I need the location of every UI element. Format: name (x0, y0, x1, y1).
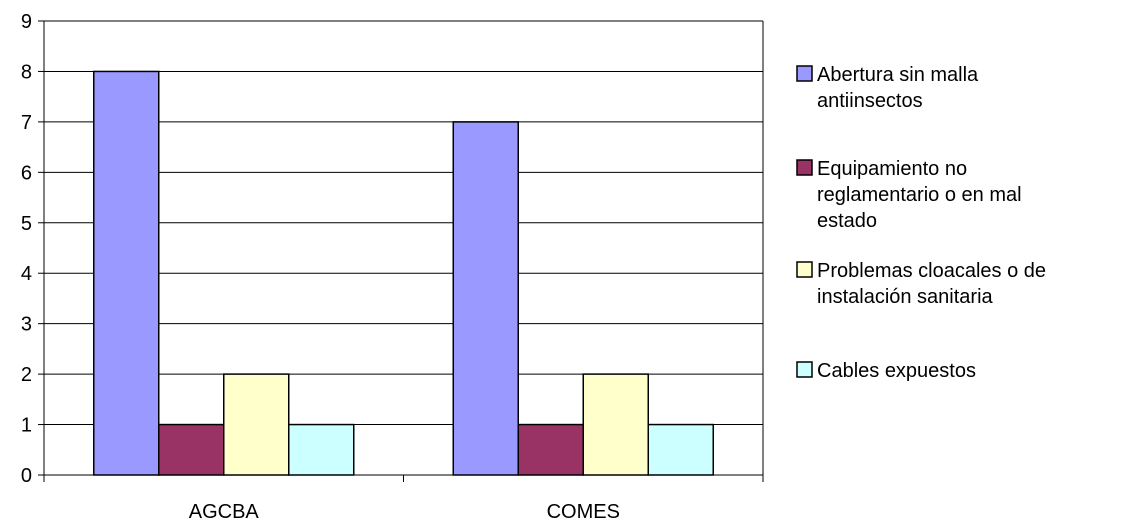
x-axis-categories: AGCBA COMES (189, 501, 620, 523)
y-tick-label: 8 (21, 61, 32, 83)
y-tick-label: 1 (21, 415, 32, 437)
legend-label: estado (817, 210, 877, 232)
y-tick-label: 7 (21, 112, 32, 134)
legend-swatch (796, 65, 813, 82)
x-category-label: AGCBA (189, 501, 260, 523)
bars (93, 70, 714, 476)
legend-label: antiinsectos (817, 90, 923, 112)
bar (223, 373, 290, 476)
bar (93, 70, 160, 476)
legend-label: instalación sanitaria (817, 286, 994, 308)
y-tick-label: 9 (21, 11, 32, 33)
gridlines (44, 20, 763, 426)
bar (582, 373, 649, 476)
legend: Abertura sin malla antiinsectos Equipamien… (796, 64, 1046, 382)
legend-label: Cables expuestos (817, 360, 976, 382)
legend-swatch (796, 361, 813, 378)
legend-label: reglamentario o en mal (817, 184, 1022, 206)
bar (517, 423, 584, 476)
y-tick-label: 3 (21, 314, 32, 336)
y-tick-label: 2 (21, 364, 32, 386)
y-tick-label: 0 (21, 465, 32, 487)
axes (38, 20, 764, 482)
bar (452, 121, 519, 476)
legend-label: Abertura sin malla (817, 64, 979, 86)
legend-swatch (796, 159, 813, 176)
bar (288, 423, 355, 476)
legend-swatch (796, 261, 813, 278)
bar (647, 423, 714, 476)
y-axis-ticks: 0 1 2 3 4 5 6 7 8 9 (21, 11, 32, 487)
legend-label: Problemas cloacales o de (817, 260, 1046, 282)
y-tick-label: 4 (21, 263, 32, 285)
y-tick-label: 6 (21, 162, 32, 184)
legend-label: Equipamiento no (817, 158, 967, 180)
y-tick-label: 5 (21, 213, 32, 235)
x-category-label: COMES (547, 501, 620, 523)
bar (158, 423, 225, 476)
